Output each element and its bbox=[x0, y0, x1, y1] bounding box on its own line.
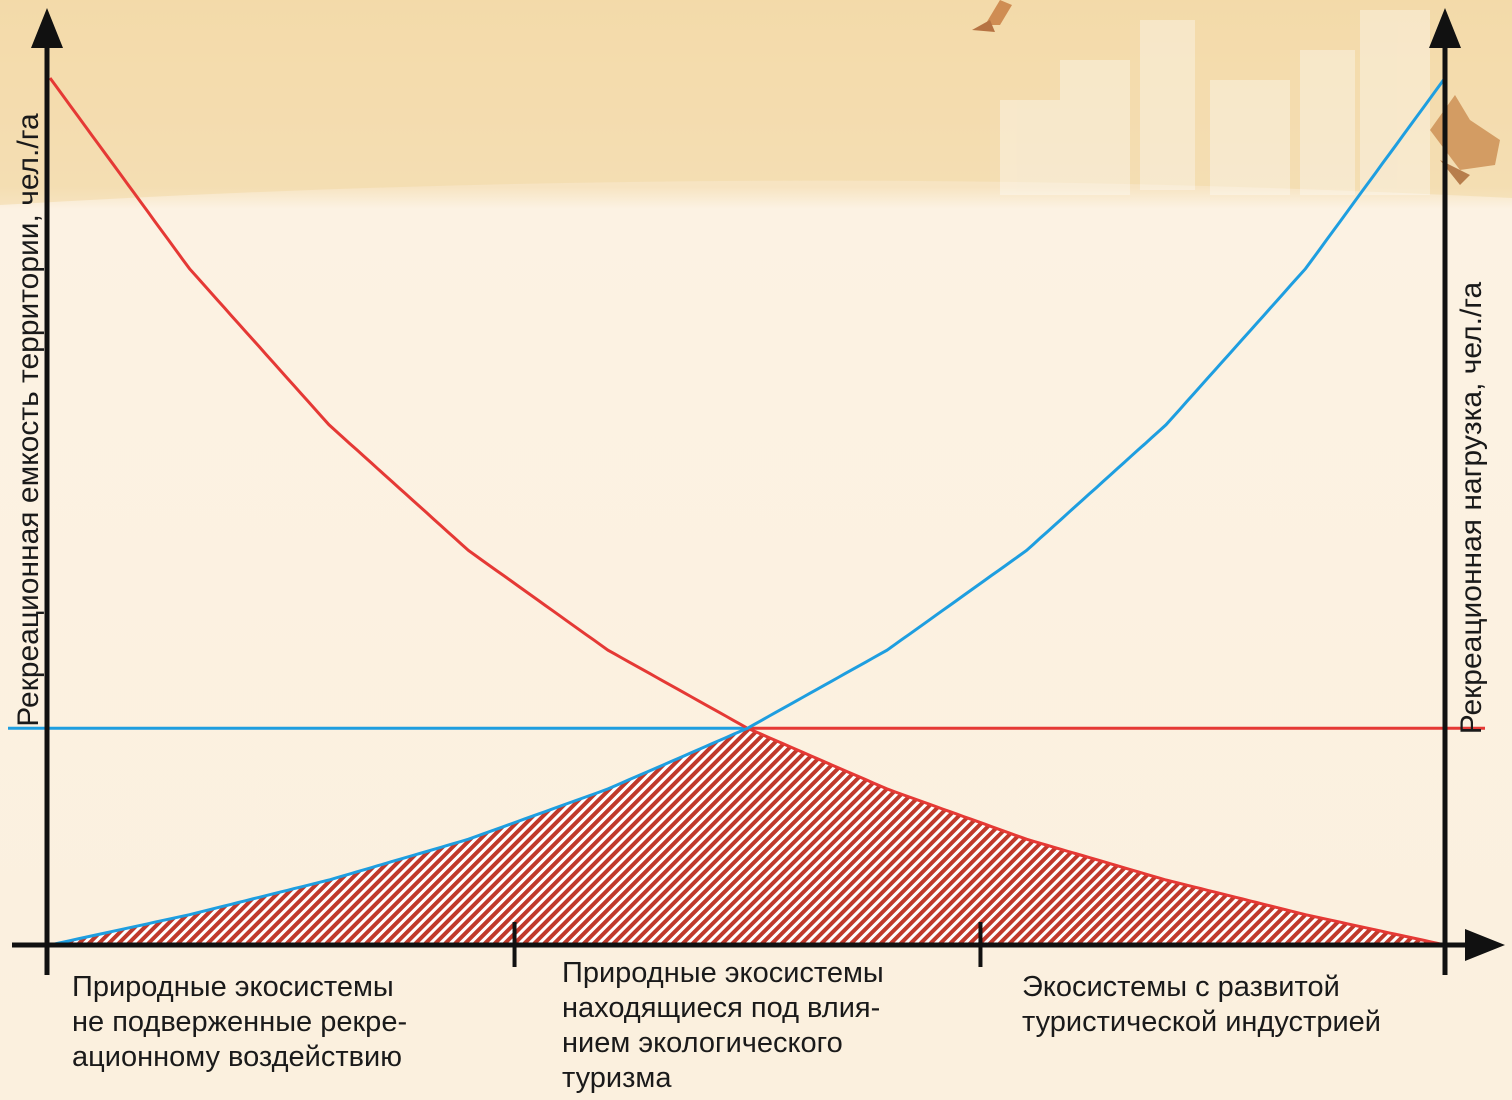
city-skyline-decoration bbox=[1000, 10, 1430, 195]
y-axis-left-title: Рекреационная емкость территории, чел./г… bbox=[12, 113, 45, 727]
butterfly-icon bbox=[972, 0, 1012, 32]
y-axis-left-arrow bbox=[31, 8, 63, 48]
x-axis-ticks bbox=[512, 922, 983, 967]
y-axis-right-title: Рекреационная нагрузка, чел./га bbox=[1455, 281, 1488, 734]
axes bbox=[12, 8, 1505, 975]
y-axis-right-arrow bbox=[1429, 8, 1461, 48]
category-label-ecotourism: Природные экосистемы находящиеся под вли… bbox=[562, 957, 884, 1094]
category-label-natural: Природные экосистемы не подверженные рек… bbox=[72, 971, 408, 1073]
category-label-developed: Экосистемы с развитой туристической инду… bbox=[1022, 971, 1381, 1038]
series-line-load bbox=[49, 77, 1447, 947]
hatched-area bbox=[50, 728, 1445, 945]
x-axis-arrow bbox=[1465, 929, 1505, 961]
